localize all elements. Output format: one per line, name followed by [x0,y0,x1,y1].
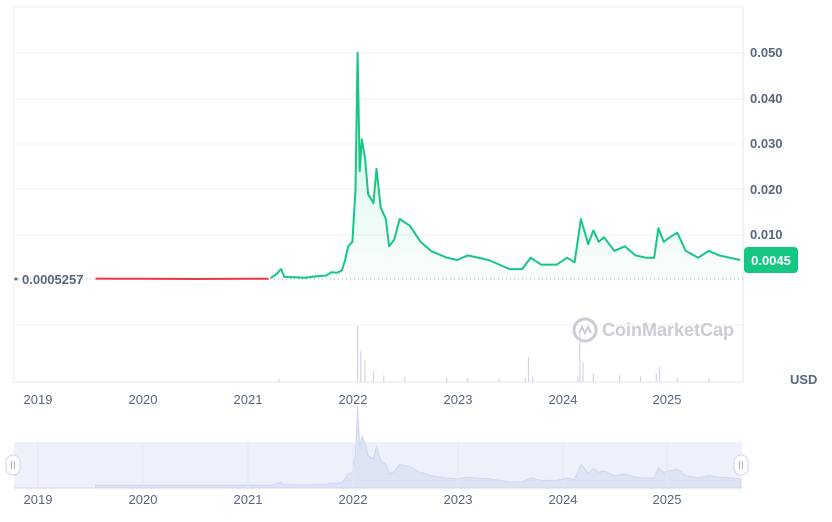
current-price-label: 0.0045 [751,253,791,268]
reference-value-label: 0.0005257 [22,272,83,287]
navigator-left-handle[interactable] [5,454,21,476]
volume-bar [655,373,657,382]
x-tick-label-2020: 2020 [129,392,158,407]
volume-bar [446,377,448,382]
x-tick-label-2024: 2024 [549,392,578,407]
price-area-fill [270,52,741,281]
volume-bar [524,377,526,382]
volume-bar [577,376,579,382]
volume-bar [708,378,710,382]
volume-bar [640,376,642,382]
volume-bar [532,376,534,382]
x-tick-label-2021: 2021 [234,392,263,407]
volume-bar [357,326,359,382]
y-tick-label-0.010: 0.010 [750,227,783,242]
navigator-year-2023: 2023 [444,492,473,507]
watermark-text: CoinMarketCap [602,320,734,340]
reference-dot-icon [14,277,18,281]
x-tick-label-2023: 2023 [444,392,473,407]
y-axis: 0.010 0.020 0.030 0.040 0.050 [750,45,783,242]
x-tick-label-2025: 2025 [653,392,682,407]
volume-bar [278,379,280,382]
price-line-above-reference [270,51,741,279]
volume-bar [582,362,584,382]
navigator-right-handle[interactable] [733,454,749,476]
y-tick-label-0.050: 0.050 [750,45,783,60]
volume-bar [404,376,406,382]
y-tick-label-0.030: 0.030 [750,136,783,151]
navigator-year-2020: 2020 [129,492,158,507]
volume-bar [364,359,366,382]
volume-bar [372,370,374,382]
volume-bar [527,356,530,382]
volume-bar [592,373,594,382]
price-area [270,52,741,281]
x-tick-label-2022: 2022 [339,392,368,407]
navigator-year-2024: 2024 [549,492,578,507]
range-navigator[interactable]: 2019 2020 2021 2022 2023 2024 2025 [5,405,749,507]
volume-bar [467,378,469,382]
navigator-year-2019: 2019 [24,492,53,507]
y-tick-label-0.040: 0.040 [750,91,783,106]
volume-bar [498,379,500,382]
volume-bar [619,375,621,382]
navigator-year-2025: 2025 [653,492,682,507]
navigator-year-2022: 2022 [339,492,368,507]
unit-label: USD [790,372,817,387]
x-tick-label-2019: 2019 [24,392,53,407]
volume-bar [658,366,661,382]
navigator-mini-area [95,405,741,489]
current-price-badge-bg [744,247,798,273]
volume-bars [278,326,710,382]
volume-bar [579,328,581,382]
price-lines[interactable] [95,51,741,281]
watermark: CoinMarketCap [572,317,734,343]
volume-bar [676,377,678,382]
volume-bar [360,351,362,382]
current-price-badge: 0.0045 [744,247,798,273]
watermark-logo-icon [572,317,598,343]
watermark-logo-wave [578,324,592,336]
navigator-year-lines [37,442,668,488]
x-axis: 2019 2020 2021 2022 2023 2024 2025 [24,392,682,407]
navigator-year-2021: 2021 [234,492,263,507]
y-tick-label-0.020: 0.020 [750,182,783,197]
reference-label: 0.0005257 [14,272,83,287]
volume-bar [383,375,385,382]
